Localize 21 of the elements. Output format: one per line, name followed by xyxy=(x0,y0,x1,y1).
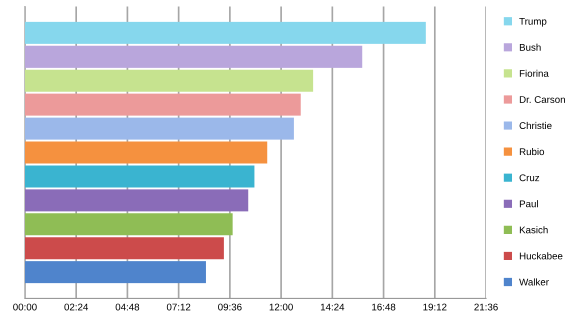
legend-label: Trump xyxy=(519,18,546,27)
x-tick-label: 02:24 xyxy=(64,304,88,310)
legend-label: Walker xyxy=(519,278,549,286)
legend-label: Bush xyxy=(520,44,541,51)
x-tick-label: 09:36 xyxy=(218,304,242,310)
legend-label: Fiorina xyxy=(520,70,549,77)
x-tick-label: 04:48 xyxy=(116,304,140,310)
x-tick-label: 21:36 xyxy=(474,304,498,310)
legend-label: Christie xyxy=(520,122,552,130)
legend-label: Paul xyxy=(520,200,538,208)
x-tick-label: 00:00 xyxy=(13,304,37,310)
x-tick-label: 07:12 xyxy=(166,304,190,310)
x-tick-label: 12:00 xyxy=(270,304,293,310)
x-tick-label: 14:24 xyxy=(320,304,344,310)
legend-label: Dr. Carson xyxy=(520,96,565,103)
x-tick-label: 16:48 xyxy=(372,304,396,310)
legend-label: Cruz xyxy=(520,174,540,182)
legend-label: Rubio xyxy=(520,148,544,156)
x-tick-label: 19:12 xyxy=(423,304,446,310)
legend-label: Huckabee xyxy=(520,252,562,260)
legend-label: Kasich xyxy=(520,226,548,234)
